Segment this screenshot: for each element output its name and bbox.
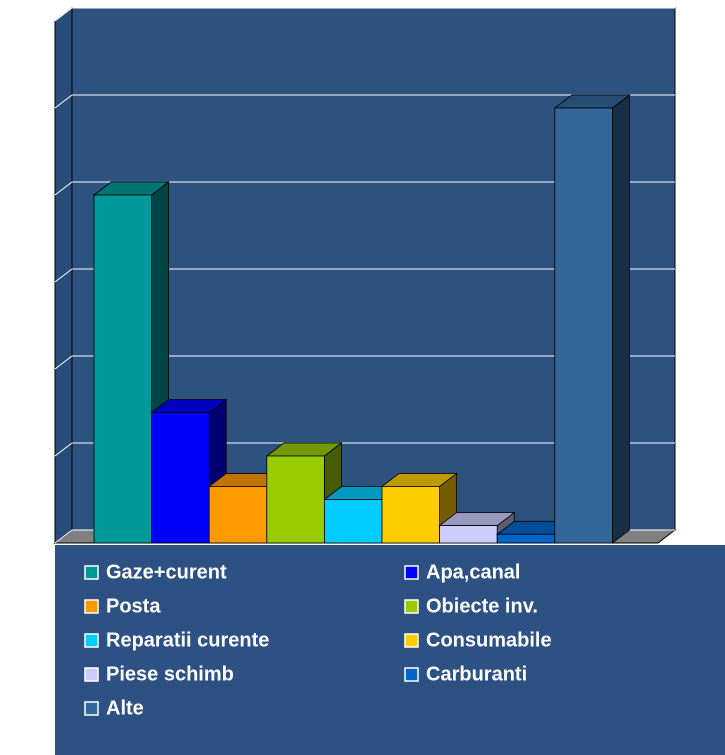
bar-front [554,107,613,544]
grid-line [54,7,73,22]
grid-line [54,355,73,370]
legend-label: Carburanti [426,663,527,685]
legend-swatch [84,565,99,580]
bar-front [496,533,556,544]
grid-line [54,181,73,196]
bar [380,472,458,544]
bar [553,94,631,544]
legend [55,545,725,755]
grid-line [54,94,73,109]
legend-label: Apa,canal [426,561,520,583]
legend-swatch [84,599,99,614]
bar-front [208,486,268,544]
bar-side [612,94,630,544]
legend-swatch [84,667,99,682]
bar-front [381,486,440,544]
bar-front [151,412,210,544]
legend-swatch [404,667,419,682]
bar [92,181,170,544]
legend-swatch [404,633,419,648]
legend-label: Posta [106,595,161,617]
bar-front [266,455,325,544]
legend-swatch [404,599,419,614]
legend-swatch [404,565,419,580]
bar-front [439,525,498,544]
legend-label: Consumabile [426,629,552,651]
legend-label: Piese schimb [106,663,234,685]
grid-line [54,268,73,283]
legend-swatch [84,701,99,716]
grid-line [54,529,73,544]
legend-label: Alte [106,697,144,719]
legend-label: Gaze+curent [106,561,227,583]
bar [265,442,343,544]
legend-label: Reparatii curente [106,629,269,651]
bar-front [323,499,383,544]
bar-front [93,194,152,544]
legend-swatch [84,633,99,648]
grid-line [54,442,73,457]
legend-label: Obiecte inv. [426,595,538,617]
